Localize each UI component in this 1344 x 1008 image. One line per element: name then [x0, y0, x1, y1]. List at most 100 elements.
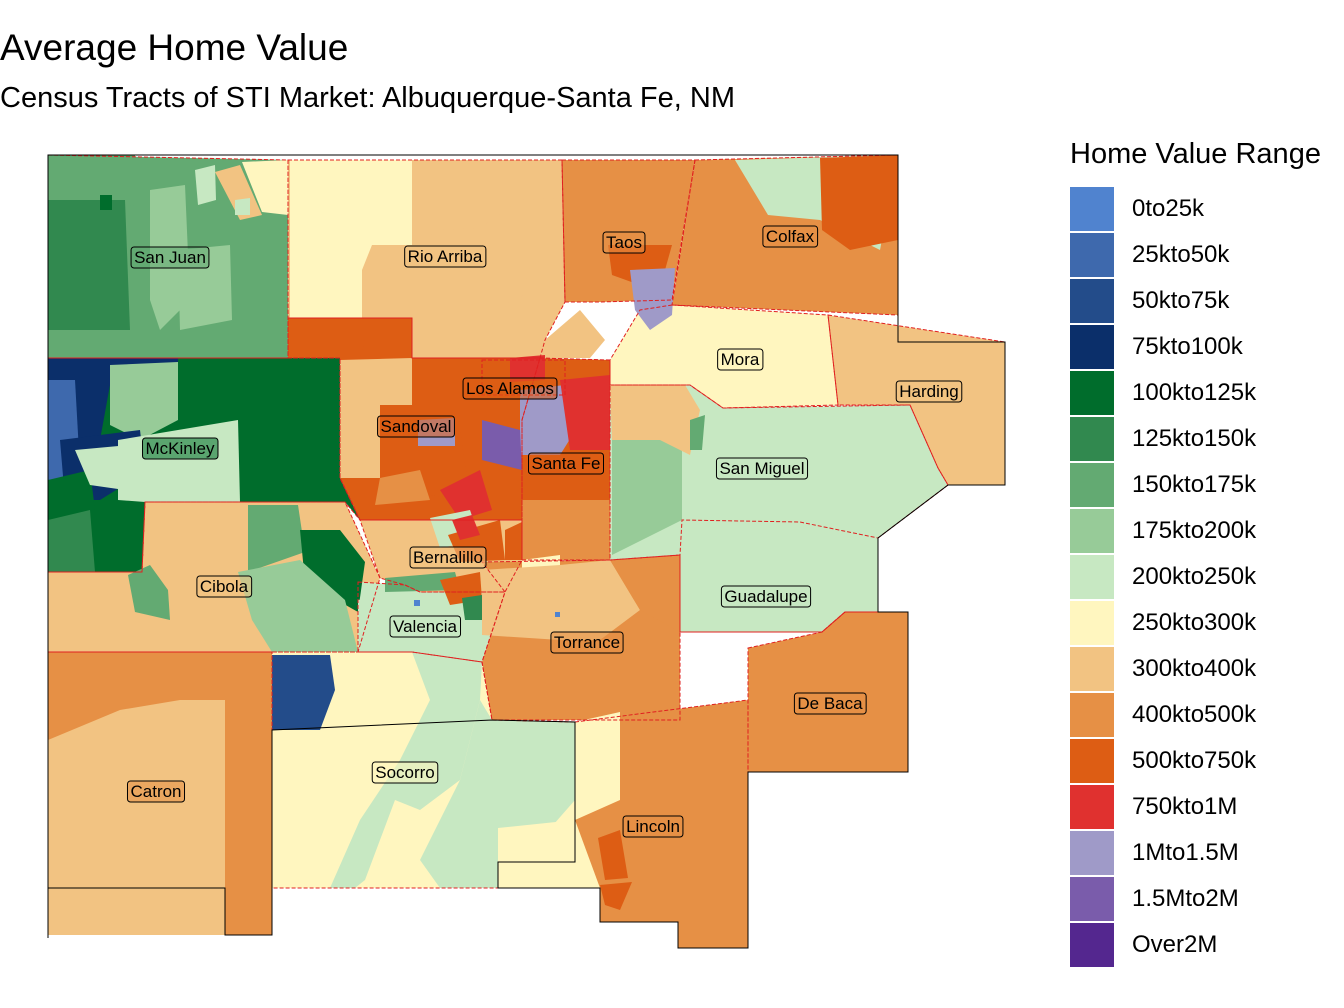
legend-title: Home Value Range [1070, 138, 1321, 170]
legend-label: 300kto400k [1132, 655, 1257, 682]
legend-label: 100kto125k [1132, 379, 1257, 406]
county-label-text: Bernalillo [413, 548, 483, 567]
county-label-taos: Taos [602, 231, 646, 254]
legend-swatch [1070, 923, 1114, 967]
tract-region [482, 420, 522, 470]
tract-region [235, 198, 250, 215]
tract-region [48, 358, 178, 450]
legend-swatch [1070, 509, 1114, 553]
tract-region [238, 560, 358, 652]
tract-region [462, 595, 482, 620]
tract-region [48, 510, 95, 572]
legend: 0to25k 25kto50k 50kto75k 75kto100k 100kto125… [1070, 186, 1256, 968]
county-label-box [142, 437, 219, 460]
tract-region [113, 452, 120, 460]
legend-label: 150kto175k [1132, 471, 1257, 498]
county-label-bernalillo: Bernalillo [409, 546, 487, 569]
county-border [521, 357, 611, 561]
legend-label: 500kto750k [1132, 747, 1257, 774]
county-label-box [715, 457, 809, 480]
tract-region [414, 600, 420, 606]
legend-swatch [1070, 831, 1114, 875]
tract-region [540, 310, 605, 358]
tract-region [48, 155, 135, 210]
county-label-de-baca: De Baca [793, 692, 867, 715]
legend-item: 750kto1M [1070, 784, 1256, 830]
tract-region [195, 165, 216, 205]
county-label-box [371, 761, 439, 784]
tract-region [340, 358, 412, 478]
legend-item: 50kto75k [1070, 278, 1256, 324]
state-outline-path [47, 154, 1006, 949]
tract-region [522, 500, 610, 560]
legend-item: 200kto250k [1070, 554, 1256, 600]
legend-item: 0to25k [1070, 186, 1256, 232]
legend-swatch [1070, 877, 1114, 921]
legend-label: 50kto75k [1132, 287, 1230, 314]
legend-label: Over2M [1132, 931, 1218, 958]
county-label-box [793, 692, 867, 715]
legend-label: 250kto300k [1132, 609, 1257, 636]
legend-item: 300kto400k [1070, 646, 1256, 692]
map-title: Average Home Value [0, 27, 349, 68]
county-label-box [196, 575, 253, 598]
legend-swatch [1070, 693, 1114, 737]
county-label-sandoval: Sandoval [377, 415, 455, 438]
tract-region [375, 470, 430, 505]
county-label-box [602, 231, 646, 254]
legend-label: 1.5Mto2M [1132, 885, 1239, 912]
county-label-text: Rio Arriba [408, 247, 483, 266]
legend-swatch [1070, 279, 1114, 323]
tract-region [400, 592, 445, 612]
legend-label: 0to25k [1132, 195, 1205, 222]
map-subtitle: Census Tracts of STI Market: Albuquerque… [0, 82, 735, 114]
tract-region [110, 362, 178, 440]
county-label-box [528, 452, 604, 475]
legend-item: 175kto200k [1070, 508, 1256, 554]
county-label-box [462, 377, 558, 400]
legend-item: 125kto150k [1070, 416, 1256, 462]
county-border [561, 159, 696, 303]
legend-swatch [1070, 233, 1114, 277]
county-label-guadalupe: Guadalupe [720, 585, 812, 608]
legend-swatch [1070, 647, 1114, 691]
county-label-box [895, 380, 963, 403]
county-label-text: Taos [606, 233, 642, 252]
legend-label: 125kto150k [1132, 425, 1257, 452]
legend-swatch [1070, 417, 1114, 461]
tract-region [820, 155, 898, 250]
county-label-box [126, 780, 186, 803]
legend-label: 25kto50k [1132, 241, 1230, 268]
tract-region [612, 440, 682, 555]
tract-region [100, 195, 112, 210]
county-region [748, 612, 908, 772]
county-border [480, 554, 681, 721]
county-label-text: Colfax [766, 227, 815, 246]
legend-swatch [1070, 739, 1114, 783]
county-label-harding: Harding [895, 380, 963, 403]
county-label-text: De Baca [797, 694, 863, 713]
county-label-text: Lincoln [626, 817, 680, 836]
legend-item: 25kto50k [1070, 232, 1256, 278]
tract-region [690, 415, 705, 450]
legend-item: 150kto175k [1070, 462, 1256, 508]
tract-details [48, 155, 898, 935]
county-labels: San Juan Rio Arriba Taos Colfax Mora Harding L… [126, 225, 963, 838]
county-label-text: Torrance [554, 633, 620, 652]
tract-region [440, 470, 492, 520]
tract-region [290, 318, 365, 358]
tract-region [410, 300, 510, 358]
tract-region [300, 530, 365, 612]
legend-swatch [1070, 325, 1114, 369]
county-label-mora: Mora [717, 348, 764, 371]
county-label-box [717, 348, 764, 371]
tract-region [272, 655, 335, 730]
tract-region [48, 470, 95, 520]
county-label-socorro: Socorro [371, 761, 439, 784]
county-label-text: Socorro [375, 763, 435, 782]
county-label-rio-arriba: Rio Arriba [404, 245, 487, 268]
county-label-catron: Catron [126, 780, 186, 803]
tract-region [510, 355, 545, 382]
county-label-san-juan: San Juan [130, 246, 210, 269]
county-label-text: McKinley [146, 439, 215, 458]
